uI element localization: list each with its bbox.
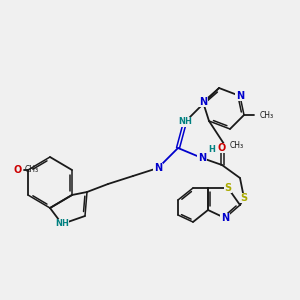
Text: S: S bbox=[240, 193, 247, 203]
Text: H: H bbox=[208, 145, 215, 154]
Text: N: N bbox=[198, 153, 206, 163]
Text: N: N bbox=[236, 91, 244, 101]
Text: N: N bbox=[199, 97, 207, 107]
Text: NH: NH bbox=[55, 220, 69, 229]
Text: N: N bbox=[221, 213, 229, 223]
Text: NH: NH bbox=[178, 118, 192, 127]
Text: CH₃: CH₃ bbox=[260, 110, 274, 119]
Text: N: N bbox=[154, 163, 162, 173]
Text: O: O bbox=[218, 143, 226, 153]
Text: O: O bbox=[14, 165, 22, 175]
Text: CH₃: CH₃ bbox=[230, 140, 244, 149]
Text: CH₃: CH₃ bbox=[25, 166, 39, 175]
Text: S: S bbox=[224, 183, 232, 193]
